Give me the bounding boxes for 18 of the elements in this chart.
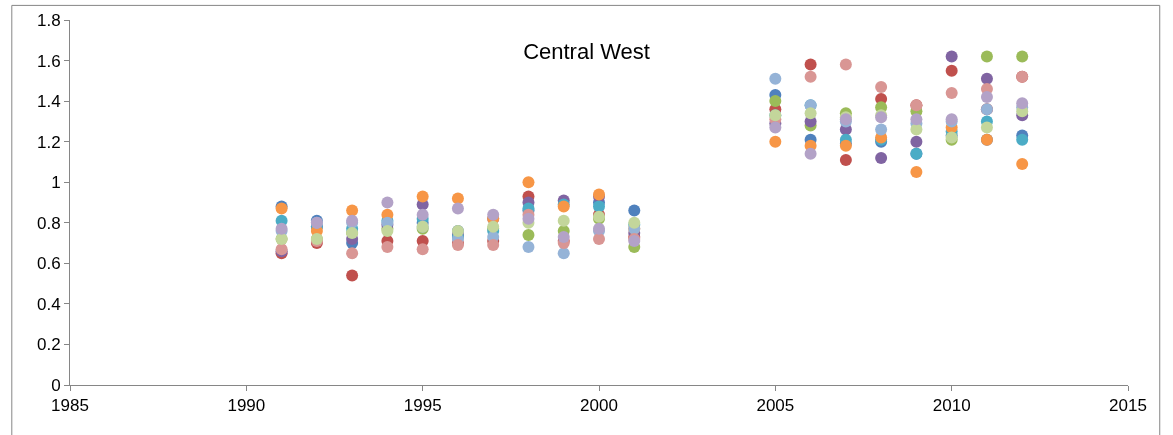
y-tick-label: 1.4 [36,92,61,112]
x-tick-label: 1990 [227,396,266,416]
y-tick-label: 1.6 [36,51,61,71]
x-tick-label: 2005 [756,396,795,416]
y-tick-label: 1 [51,173,61,193]
y-tick-label: 0.6 [36,254,61,274]
x-tick-label: 2010 [932,396,971,416]
y-tick-label: 0 [51,375,61,395]
x-tick-label: 1985 [51,396,89,416]
y-tick-label: 0.8 [36,213,61,233]
x-tick-label: 2015 [1109,396,1147,416]
y-tick-label: 0.4 [36,294,61,314]
text: Central West [523,38,650,64]
x-tick-label: 1995 [403,396,442,416]
y-tick-label: 1.8 [36,10,61,30]
y-tick-label: 0.2 [36,335,61,355]
x-tick-label: 2000 [580,396,618,416]
y-tick-label: 1.2 [36,132,61,152]
